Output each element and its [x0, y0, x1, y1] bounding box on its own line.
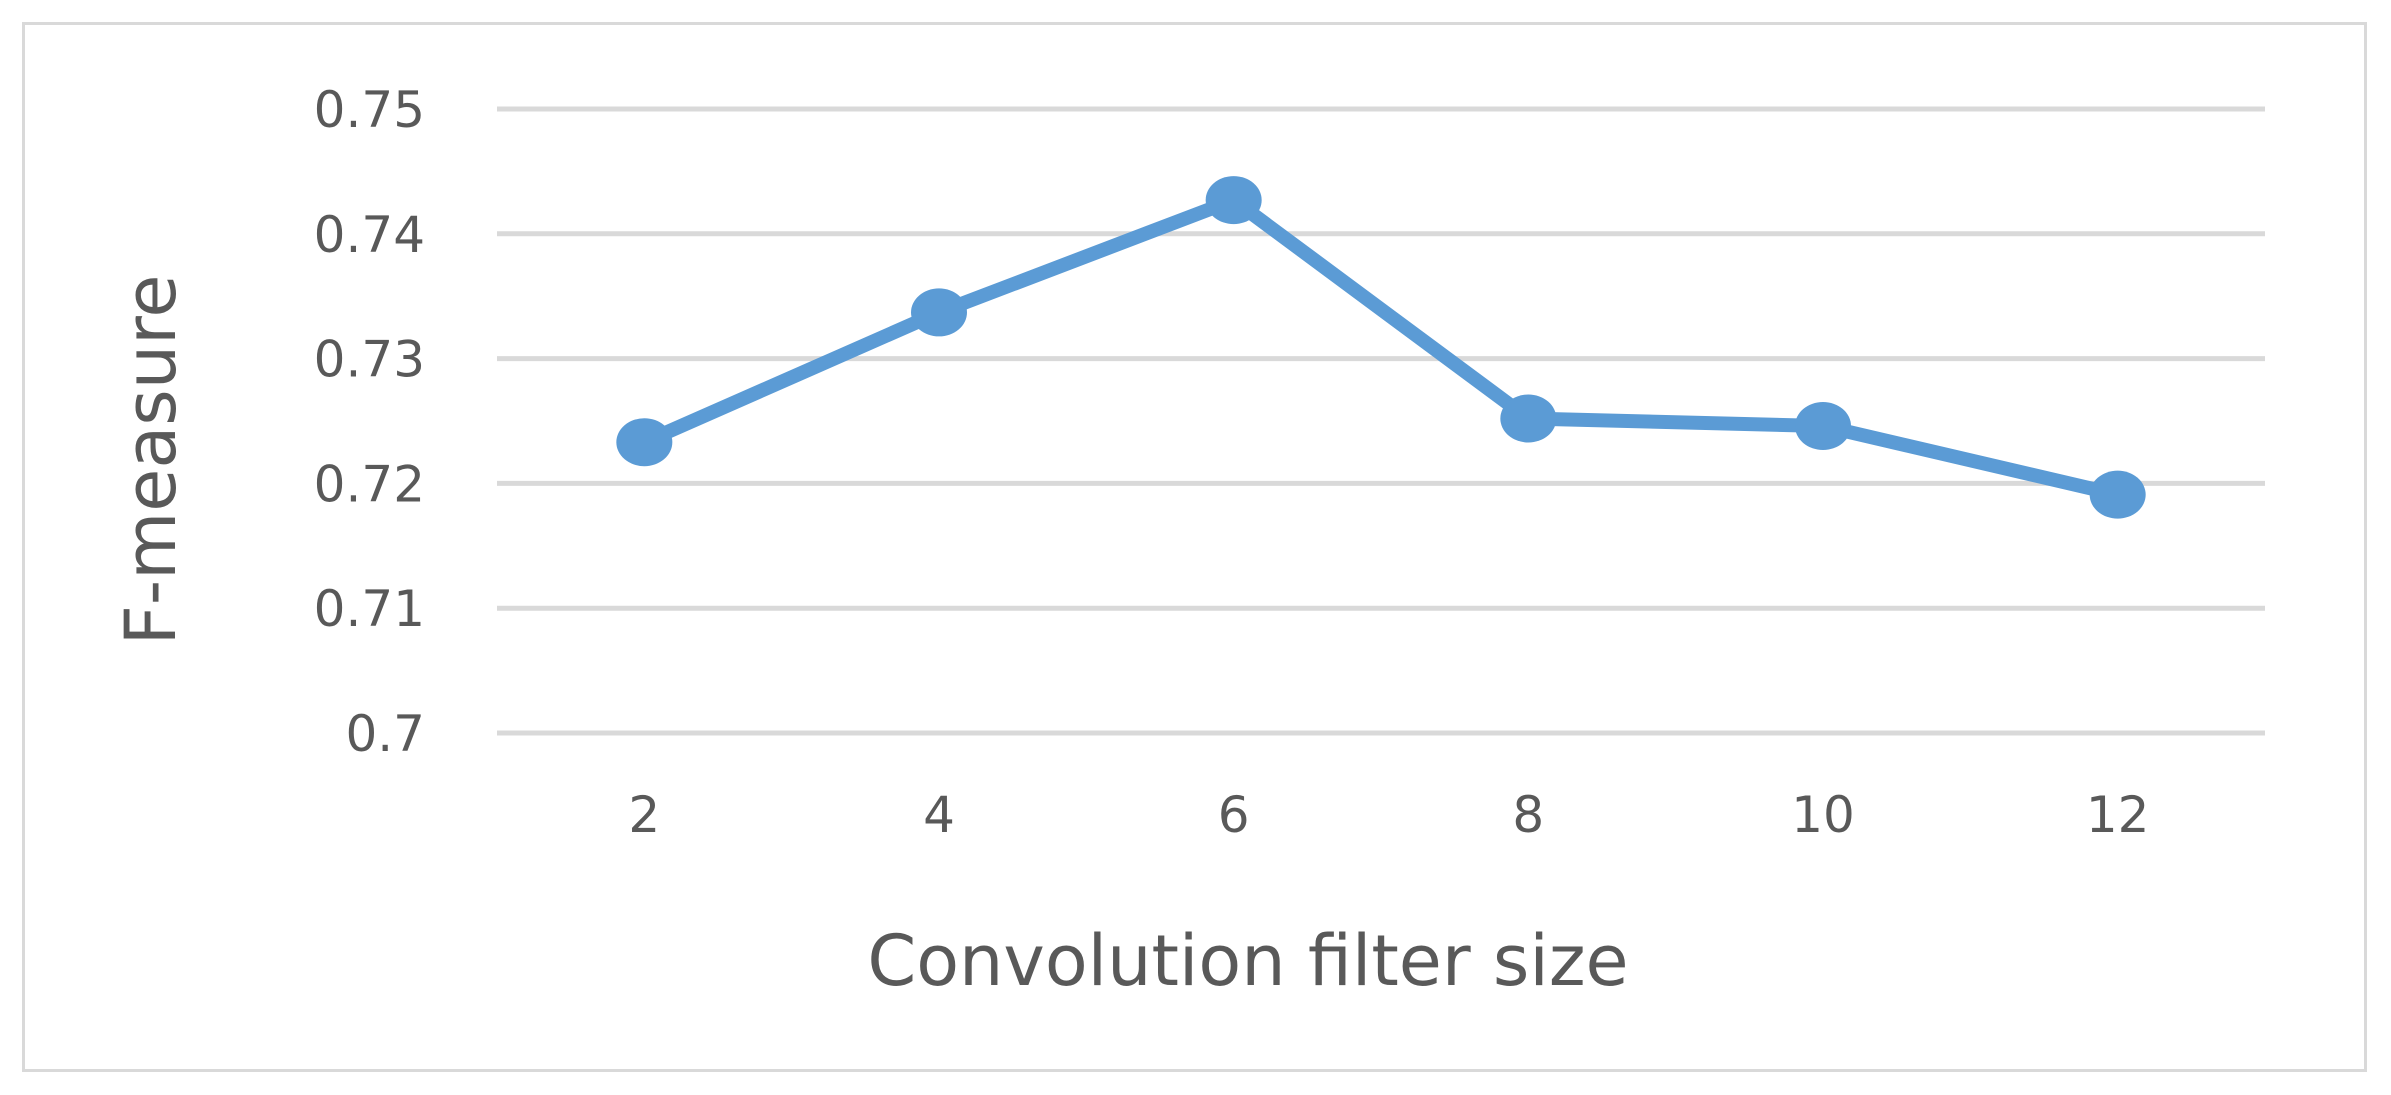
x-tick-label: 8 [1512, 786, 1544, 844]
data-point [1795, 401, 1851, 450]
x-tick-label: 6 [1218, 786, 1250, 844]
y-tick-label: 0.7 [345, 705, 425, 763]
data-point [911, 288, 967, 337]
data-point [2089, 470, 2146, 519]
y-tick-label: 0.73 [314, 331, 425, 389]
x-tick-label: 2 [628, 786, 660, 844]
y-axis-title: F-measure [110, 275, 192, 646]
x-axis-title: Convolution filter size [867, 920, 1628, 1002]
y-tick-label: 0.72 [314, 455, 425, 513]
data-point [616, 418, 673, 467]
x-tick-label: 4 [923, 786, 955, 844]
y-tick-label: 0.74 [314, 206, 425, 264]
series-lines [637, 193, 2125, 502]
x-axis-tick-labels: 2 4 6 8 10 12 [628, 786, 2149, 844]
y-tick-label: 0.75 [314, 81, 425, 139]
x-tick-label: 10 [1791, 786, 1855, 844]
x-tick-label: 12 [2086, 786, 2150, 844]
data-point [1500, 394, 1557, 443]
series-line [637, 193, 2125, 502]
y-axis-tick-labels: 0.7 0.71 0.72 0.73 0.74 0.75 [314, 81, 425, 763]
gridlines [497, 106, 2265, 736]
y-tick-label: 0.71 [314, 580, 425, 638]
chart-frame [22, 22, 2367, 1072]
series-points [616, 176, 2146, 519]
data-point [1205, 176, 1262, 225]
